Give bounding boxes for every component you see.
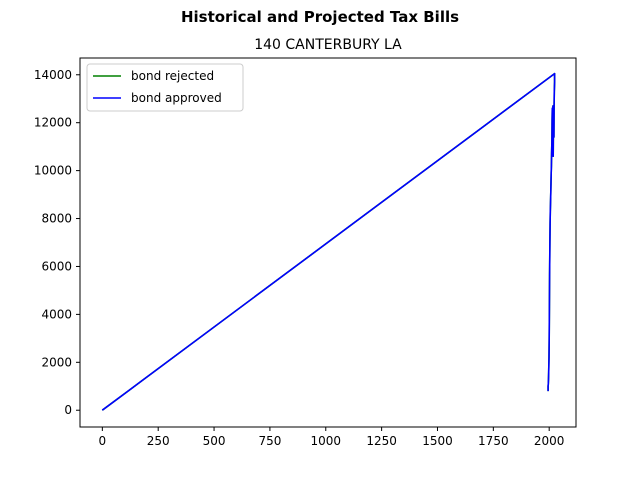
plot-area (79, 57, 577, 428)
chart-suptitle: Historical and Projected Tax Bills (181, 8, 459, 26)
legend-frame (86, 63, 244, 112)
x-axis: 0 250 500 750 1000 1250 1500 1750 2000 (99, 427, 565, 448)
x-tick-label: 1250 (366, 434, 397, 448)
y-tick-label: 10000 (34, 164, 72, 178)
x-tick-label: 1750 (478, 434, 509, 448)
y-tick-label: 12000 (34, 116, 72, 130)
y-axis: 0 2000 4000 6000 8000 10000 12000 14000 (34, 68, 80, 417)
x-tick-label: 1500 (422, 434, 453, 448)
legend-label-bond-rejected: bond rejected (131, 69, 214, 83)
y-tick-label: 2000 (41, 355, 72, 369)
y-tick-label: 6000 (41, 259, 72, 273)
y-tick-label: 8000 (41, 212, 72, 226)
x-tick-label: 1000 (310, 434, 341, 448)
y-tick-label: 4000 (41, 307, 72, 321)
x-tick-label: 500 (203, 434, 226, 448)
axes-frame (79, 57, 577, 428)
legend-label-bond-approved: bond approved (131, 91, 222, 105)
y-tick-label: 0 (64, 403, 72, 417)
series-layer (101, 72, 556, 411)
x-tick-label: 250 (147, 434, 170, 448)
series-line-bond-approved (101, 72, 556, 411)
legend: bond rejected bond approved (86, 63, 244, 112)
y-tick-label: 14000 (34, 68, 72, 82)
x-tick-label: 0 (99, 434, 107, 448)
chart-title: 140 CANTERBURY LA (254, 37, 402, 53)
x-tick-label: 750 (258, 434, 281, 448)
x-tick-label: 2000 (534, 434, 565, 448)
